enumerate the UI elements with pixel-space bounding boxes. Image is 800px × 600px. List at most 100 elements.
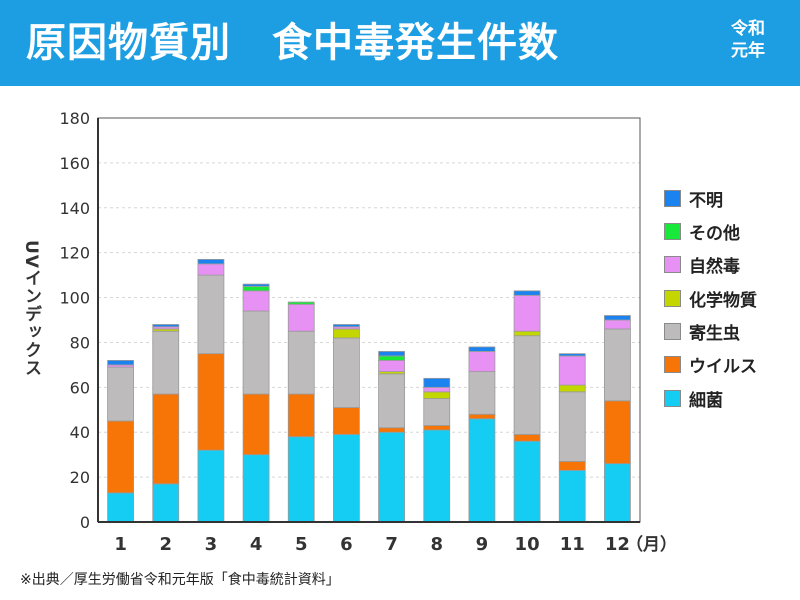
bar-segment — [513, 290, 541, 296]
bar-segment — [378, 431, 405, 523]
bar-segment — [152, 324, 180, 328]
x-tick-label: 4 — [250, 534, 263, 555]
y-tick-label: 0 — [80, 513, 90, 532]
bar-segment — [197, 449, 225, 523]
bar-segment — [333, 337, 360, 408]
bar-segment — [242, 290, 270, 312]
x-tick-label: 12 — [605, 534, 630, 555]
bar-segment — [468, 418, 496, 523]
bar-segment — [604, 315, 631, 321]
bar-segment — [152, 330, 180, 395]
bar-segment — [197, 274, 225, 355]
y-tick-label: 60 — [70, 378, 90, 397]
bar-segment — [604, 463, 631, 523]
legend-item: 化学物質 — [664, 286, 794, 311]
bar-segment — [513, 434, 541, 442]
legend-label: 自然毒 — [689, 257, 740, 278]
bar-segment — [604, 328, 631, 402]
bar-segment — [468, 413, 496, 420]
y-tick-label: 80 — [70, 333, 90, 352]
bar-segment — [287, 303, 315, 332]
bar-segment — [242, 454, 270, 523]
bar-segment — [242, 283, 270, 287]
bar-segment — [423, 425, 451, 431]
bar-segment — [107, 359, 134, 366]
x-tick-label: 8 — [430, 534, 443, 555]
bar-segment — [423, 398, 451, 426]
y-tick-labels: 0 20 40 60 80 100 120 140 160 180 — [59, 109, 90, 532]
bar-segment — [152, 483, 180, 523]
legend-label: 細菌 — [689, 390, 723, 411]
bar-segment — [423, 377, 451, 388]
y-tick-label: 160 — [59, 154, 90, 173]
legend-swatch — [664, 356, 681, 374]
bar-segment — [513, 294, 541, 332]
bar-segment — [197, 258, 225, 265]
era-label: 令和 元年 — [718, 18, 778, 62]
bar-segment — [197, 263, 225, 276]
bar-segment — [107, 420, 134, 494]
legend-swatch — [664, 222, 681, 240]
legend: 不明その他自然毒化学物質寄生虫ウイルス細菌 — [664, 186, 794, 420]
bar-segment — [378, 373, 405, 429]
grid-lines — [98, 117, 640, 478]
legend-swatch — [664, 323, 681, 341]
legend-item: 寄生虫 — [664, 320, 794, 344]
legend-label: 寄生虫 — [689, 324, 740, 345]
bar-segment — [604, 319, 631, 330]
bar-segment — [513, 335, 541, 435]
bars — [107, 258, 631, 523]
x-tick-label: 2 — [159, 534, 172, 555]
y-axis-label: UVインデックス — [21, 240, 41, 377]
legend-swatch — [664, 389, 681, 407]
bar-segment — [333, 407, 360, 435]
legend-item: 自然毒 — [664, 253, 794, 277]
x-tick-label: 3 — [205, 534, 218, 555]
legend-item: 不明 — [664, 186, 794, 211]
legend-label: ウイルス — [689, 357, 757, 378]
bar-segment — [287, 393, 315, 438]
bar-segment — [333, 324, 360, 328]
bar-segment — [152, 393, 180, 485]
y-tick-label: 120 — [59, 244, 90, 263]
legend-swatch — [664, 256, 681, 274]
y-tick-label: 100 — [59, 289, 90, 308]
bar-segment — [242, 310, 270, 395]
legend-label: 化学物質 — [689, 290, 757, 311]
plot-frame — [97, 117, 641, 523]
bar-segment — [378, 355, 405, 361]
bar-segment — [197, 353, 225, 451]
bar-segment — [513, 330, 541, 337]
bar-segment — [558, 353, 586, 357]
x-tick-label: 9 — [476, 534, 489, 555]
bar-segment — [378, 359, 405, 373]
bar-segment — [558, 355, 586, 386]
bar-segment — [604, 400, 631, 465]
page-title: 原因物質別 食中毒発生件数 — [26, 20, 559, 66]
x-tick-label: 1 — [114, 534, 127, 555]
bar-segment — [558, 469, 586, 523]
bar-segment — [423, 429, 451, 523]
x-tick-labels: 1 2 3 4 5 6 7 8 9 10 11 12 — [114, 534, 630, 555]
y-tick-label: 180 — [59, 109, 90, 128]
bar-segment — [378, 351, 405, 357]
x-axis-unit: （月） — [626, 534, 677, 555]
legend-label: その他 — [689, 223, 740, 244]
bar-segment — [558, 460, 586, 471]
legend-item: その他 — [664, 219, 794, 244]
title-banner: 原因物質別 食中毒発生件数 令和 元年 — [0, 0, 800, 86]
bar-segment — [287, 301, 315, 305]
bar-segment — [333, 328, 360, 339]
era-line-1: 令和 — [731, 19, 765, 39]
source-note: ※出典／厚生労働省令和元年版「食中毒統計資料」 — [20, 572, 340, 588]
x-tick-label: 6 — [340, 534, 353, 555]
bar-segment — [468, 351, 496, 373]
legend-swatch — [664, 289, 681, 307]
bar-segment — [378, 427, 405, 433]
bar-segment — [423, 391, 451, 399]
bar-segment — [287, 436, 315, 523]
legend-item: 細菌 — [664, 386, 794, 411]
bar-segment — [558, 391, 586, 462]
bar-segment — [107, 366, 134, 422]
